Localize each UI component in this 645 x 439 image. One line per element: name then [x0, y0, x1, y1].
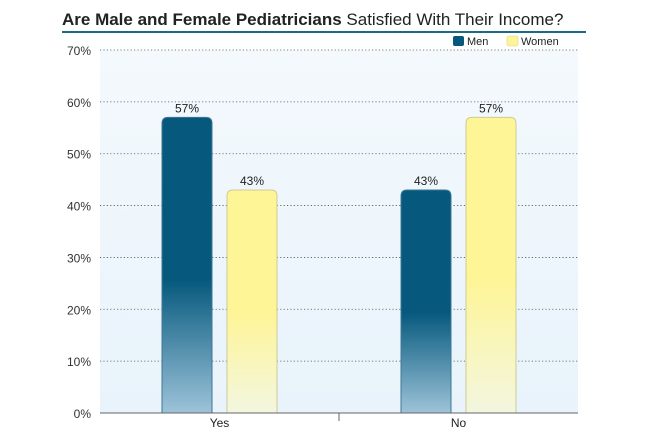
data-label: 43%	[240, 174, 264, 188]
data-label: 43%	[414, 174, 438, 188]
chart-title-bold: Are Male and Female Pediatricians	[62, 10, 342, 29]
y-tick-label: 20%	[67, 303, 91, 317]
legend: Men Women	[453, 35, 559, 48]
y-tick-label: 50%	[67, 148, 91, 162]
data-label: 57%	[479, 101, 503, 115]
legend-label-men: Men	[467, 36, 488, 48]
legend-label-women: Women	[521, 36, 559, 48]
legend-swatch-women	[506, 35, 519, 47]
chart-title-rest: Satisfied With Their Income?	[342, 10, 564, 29]
data-label: 57%	[175, 101, 199, 115]
y-tick-label: 60%	[67, 96, 91, 110]
y-tick-label: 30%	[67, 251, 91, 265]
bar-men-yes	[161, 116, 213, 414]
bar-men-no	[400, 189, 452, 414]
bar-women-yes	[226, 189, 278, 414]
bars: 57% 43% 43% 57%	[161, 101, 517, 414]
y-tick-label: 10%	[67, 355, 91, 369]
y-tick-label: 40%	[67, 200, 91, 214]
x-tick-label: Yes	[210, 416, 230, 430]
x-tick-label: No	[451, 416, 467, 430]
chart-title: Are Male and Female Pediatricians Satisf…	[62, 10, 563, 29]
y-axis: 0% 10% 20% 30% 40% 50% 60% 70%	[67, 44, 91, 421]
bar-women-no	[465, 116, 517, 414]
y-tick-label: 0%	[74, 407, 92, 421]
y-tick-label: 70%	[67, 44, 91, 58]
x-axis: Yes No	[100, 412, 578, 430]
legend-swatch-men	[453, 36, 464, 46]
